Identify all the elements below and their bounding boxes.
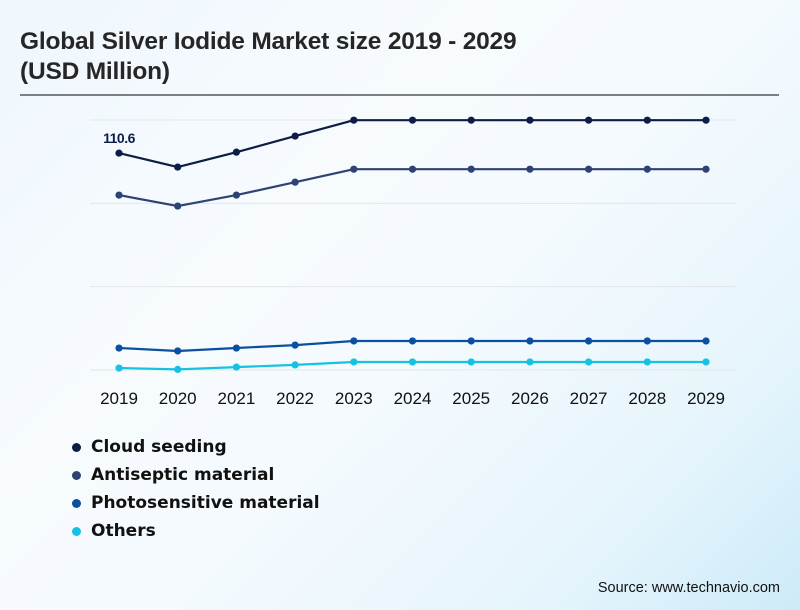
data-point	[115, 149, 123, 157]
legend-label: Antiseptic material	[91, 465, 275, 485]
data-point	[174, 365, 182, 374]
data-point	[643, 116, 651, 124]
legend-marker-icon	[72, 526, 81, 536]
x-tick-label: 2027	[570, 389, 608, 408]
series-lines	[118, 119, 706, 371]
data-point	[232, 363, 240, 371]
data-point	[526, 358, 534, 366]
data-point	[350, 165, 358, 173]
data-point	[702, 116, 710, 124]
gridlines	[90, 119, 736, 371]
data-point	[585, 165, 593, 173]
source-credit: Source: www.technavio.com	[597, 580, 780, 596]
data-point	[408, 116, 417, 124]
series-points	[115, 116, 710, 374]
legend-item: Photosensitive material	[72, 489, 320, 517]
data-point	[232, 191, 240, 199]
legend-marker-icon	[72, 442, 81, 452]
data-point	[643, 165, 651, 173]
data-point	[643, 358, 651, 366]
data-point	[350, 337, 358, 345]
legend-marker-icon	[72, 470, 81, 480]
data-point	[467, 337, 475, 345]
data-point	[585, 358, 593, 366]
data-point	[408, 165, 417, 173]
legend: Cloud seeding Antiseptic material Photosen…	[72, 433, 320, 545]
legend-item: Cloud seeding	[72, 433, 320, 461]
legend-label: Others	[91, 521, 156, 541]
data-point	[291, 132, 299, 140]
data-point	[291, 361, 299, 369]
x-axis-ticks: 2019 2020 2021 2022 2023 2024 2025 2026 2027 2028…	[100, 389, 725, 408]
x-tick-label: 2028	[628, 389, 666, 408]
data-point	[702, 165, 710, 173]
data-point	[174, 347, 182, 355]
data-point	[408, 337, 417, 345]
data-label: 110.6	[103, 130, 135, 146]
data-point	[232, 148, 240, 156]
series-line-cloud-seeding	[118, 119, 706, 169]
title-divider	[20, 94, 779, 96]
x-tick-label: 2022	[276, 389, 314, 408]
x-tick-label: 2020	[159, 389, 197, 408]
data-point	[115, 344, 123, 352]
data-point	[115, 364, 123, 372]
legend-label: Photosensitive material	[91, 493, 320, 513]
data-point	[467, 116, 475, 124]
data-point	[526, 116, 534, 124]
data-point	[526, 165, 534, 173]
x-tick-label: 2023	[335, 389, 373, 408]
data-point	[174, 163, 182, 171]
legend-item: Antiseptic material	[72, 461, 320, 489]
line-chart: 2019 2020 2021 2022 2023 2024 2025 2026 2027 2028…	[90, 116, 736, 408]
data-point	[232, 344, 240, 352]
data-point	[350, 358, 358, 366]
x-tick-label: 2026	[511, 389, 549, 408]
series-line-antiseptic-material	[118, 168, 706, 208]
x-tick-label: 2021	[217, 389, 255, 408]
data-point	[526, 337, 534, 345]
data-point	[702, 337, 710, 345]
data-labels: 110.6	[103, 130, 136, 146]
x-tick-label: 2019	[100, 389, 138, 408]
x-tick-label: 2025	[452, 389, 490, 408]
data-point	[408, 358, 417, 366]
data-point	[643, 337, 651, 345]
legend-marker-icon	[72, 498, 81, 508]
legend-label: Cloud seeding	[91, 437, 227, 457]
data-point	[174, 202, 182, 210]
x-tick-label: 2024	[394, 389, 432, 408]
x-tick-label: 2029	[687, 389, 725, 408]
chart-title: Global Silver Iodide Market size 2019 - …	[20, 27, 720, 87]
data-point	[585, 116, 593, 124]
data-point	[350, 116, 358, 124]
chart-title-line-1: Global Silver Iodide Market size 2019 - …	[20, 28, 517, 55]
data-point	[467, 358, 475, 366]
chart-title-line-2: (USD Million)	[20, 58, 170, 85]
data-point	[291, 341, 299, 349]
legend-item: Others	[72, 517, 320, 545]
data-point	[702, 358, 710, 366]
data-point	[291, 178, 299, 186]
data-point	[115, 191, 123, 199]
data-point	[467, 165, 475, 173]
data-point	[585, 337, 593, 345]
